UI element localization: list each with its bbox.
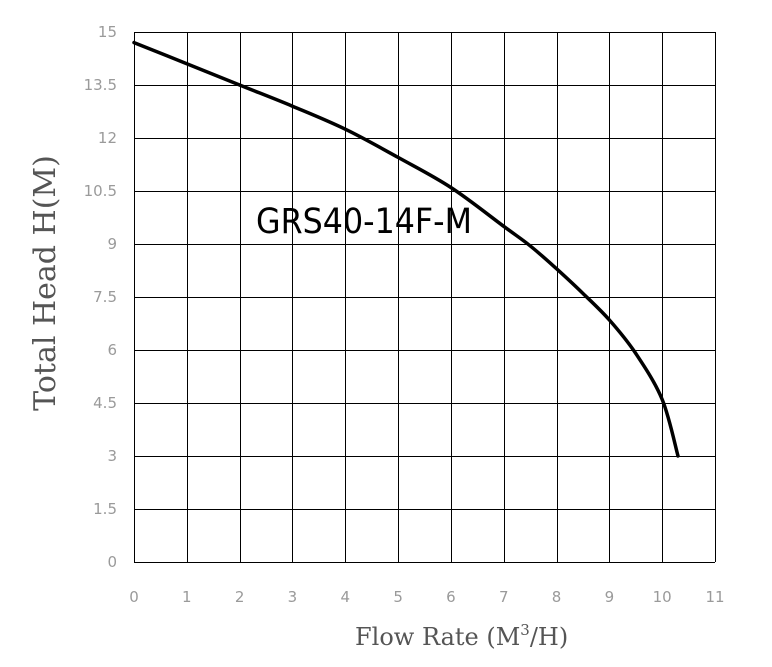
x-tick-label: 9 (605, 588, 615, 606)
y-tick-labels: 0 1.5 3 4.5 6 7.5 9 10.5 12 13.5 15 (84, 23, 117, 571)
grid (134, 32, 716, 563)
x-tick-label: 3 (288, 588, 298, 606)
x-tick-label: 10 (653, 588, 672, 606)
y-tick-label: 1.5 (93, 500, 117, 518)
x-tick-labels: 0 1 2 3 4 5 6 7 8 9 10 11 (129, 588, 724, 606)
performance-curve (132, 40, 680, 458)
x-tick-label: 7 (499, 588, 509, 606)
y-axis-title: Total Head H(M) (28, 155, 63, 411)
model-label: GRS40-14F-M (256, 202, 472, 242)
y-tick-label: 3 (107, 447, 117, 465)
series-layer (132, 40, 680, 458)
y-tick-label: 15 (98, 23, 117, 41)
x-axis-title-base: Flow Rate (M (355, 623, 520, 651)
y-tick-label: 10.5 (84, 182, 117, 200)
x-tick-label: 4 (340, 588, 350, 606)
x-tick-label: 6 (446, 588, 456, 606)
y-tick-label: 7.5 (93, 288, 117, 306)
x-tick-label: 1 (182, 588, 192, 606)
y-tick-label: 12 (98, 129, 117, 147)
x-tick-label: 8 (552, 588, 562, 606)
y-tick-label: 6 (107, 341, 117, 359)
x-tick-label: 5 (393, 588, 403, 606)
x-tick-label: 11 (705, 588, 724, 606)
x-tick-label: 2 (235, 588, 245, 606)
x-axis-title-suffix: /H) (530, 623, 568, 651)
y-tick-label: 13.5 (84, 76, 117, 94)
y-tick-label: 4.5 (93, 394, 117, 412)
y-tick-label: 0 (107, 553, 117, 571)
x-tick-label: 0 (129, 588, 139, 606)
x-axis-title-superscript: 3 (520, 621, 530, 639)
x-axis-title: Flow Rate (M3/H) (355, 621, 568, 651)
y-tick-label: 9 (107, 235, 117, 253)
